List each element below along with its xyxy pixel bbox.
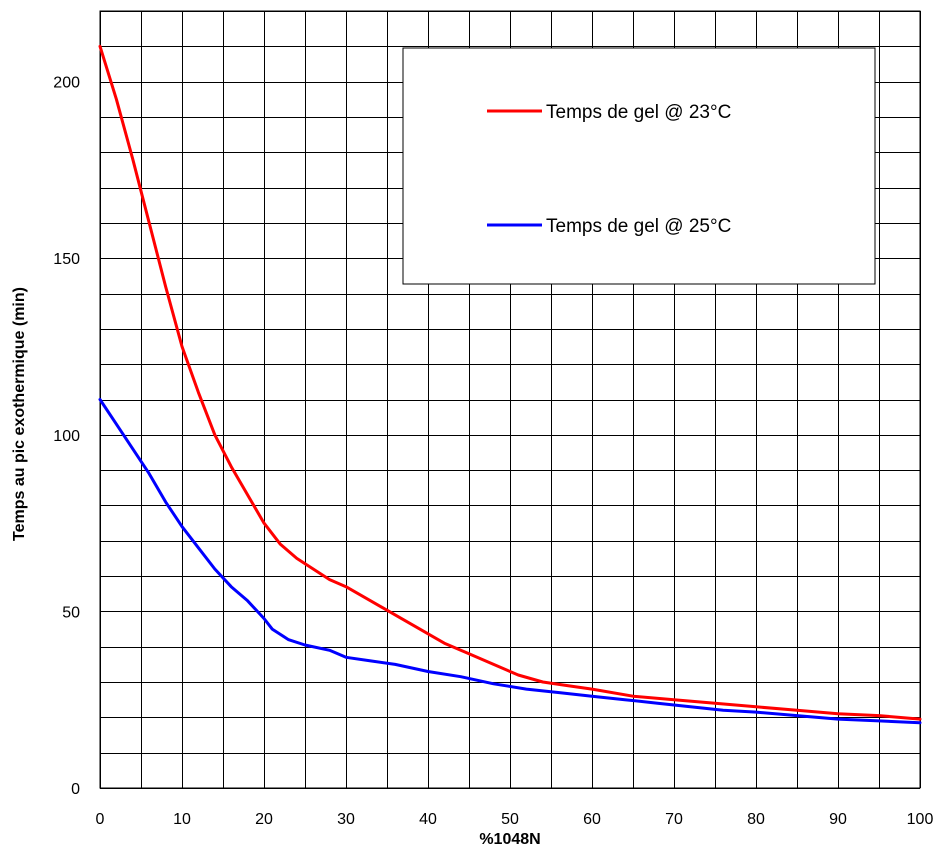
y-tick-label: 0 <box>71 781 80 798</box>
x-tick-label: 0 <box>96 811 105 828</box>
legend-label-25c: Temps de gel @ 25°C <box>546 216 731 237</box>
y-tick-label: 200 <box>53 75 80 92</box>
x-tick-label: 70 <box>665 811 683 828</box>
y-tick-label: 50 <box>62 604 80 621</box>
x-tick-label: 60 <box>583 811 601 828</box>
x-tick-label: 30 <box>337 811 355 828</box>
series-lines <box>98 44 922 725</box>
x-axis-title: %1048N <box>479 831 540 848</box>
x-tick-label: 50 <box>501 811 519 828</box>
series-line-23c <box>98 44 922 721</box>
axis-ticks: 0 10 20 30 40 50 60 70 80 90 100 0 50 100 150 200 <box>53 75 933 828</box>
legend-box <box>402 47 876 285</box>
y-tick-label: 100 <box>53 428 80 445</box>
legend-label-23c: Temps de gel @ 23°C <box>546 102 731 123</box>
x-tick-label: 20 <box>255 811 273 828</box>
x-tick-label: 90 <box>829 811 847 828</box>
x-tick-label: 40 <box>419 811 437 828</box>
y-tick-label: 150 <box>53 251 80 268</box>
x-tick-label: 80 <box>747 811 765 828</box>
x-tick-label: 100 <box>907 811 934 828</box>
legend: Temps de gel @ 23°C Temps de gel @ 25°C <box>402 47 876 285</box>
x-tick-label: 10 <box>173 811 191 828</box>
y-axis-title: Temps au pic exothermique (min) <box>11 287 28 541</box>
series-line-25c <box>98 398 922 725</box>
